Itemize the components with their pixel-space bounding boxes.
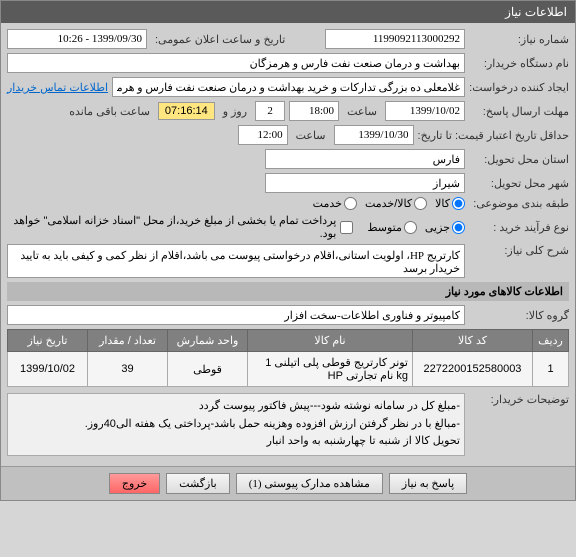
- th-date: تاریخ نیاز: [8, 330, 88, 352]
- cell-row: 1: [533, 352, 569, 387]
- notes-label: توضیحات خریدار:: [469, 393, 569, 406]
- row-needno: شماره نیاز: تاریخ و ساعت اعلان عمومی:: [7, 29, 569, 49]
- keytitle-label: شرح کلی نیاز:: [469, 244, 569, 257]
- radio-goodservice[interactable]: کالا/خدمت: [365, 197, 427, 210]
- pubdate-label: تاریخ و ساعت اعلان عمومی:: [151, 33, 289, 46]
- row-city: شهر محل تحویل:: [7, 173, 569, 193]
- contact-link[interactable]: اطلاعات تماس خریدار: [7, 81, 108, 94]
- cell-name: تونر کارتریج قوطی پلی اتیلنی 1 kg نام تج…: [248, 352, 413, 387]
- deadline-time-input: [289, 101, 339, 121]
- th-qty: تعداد / مقدار: [88, 330, 168, 352]
- note-line-3: تحویل کالا از شنبه تا چهارشنبه به واحد ا…: [12, 433, 460, 451]
- radio-goods-input[interactable]: [452, 197, 465, 210]
- items-section-header: اطلاعات کالاهای مورد نیاز: [7, 282, 569, 301]
- radio-goods[interactable]: کالا: [435, 197, 465, 210]
- th-code: کد کالا: [413, 330, 533, 352]
- radio-service-input[interactable]: [344, 197, 357, 210]
- items-table: ردیف کد کالا نام کالا واحد شمارش تعداد /…: [7, 329, 569, 387]
- row-process: نوع فرآیند خرید : جزیی متوسط پرداخت تمام…: [7, 214, 569, 240]
- payment-note: پرداخت تمام یا بخشی از مبلغ خرید،از محل …: [7, 214, 336, 240]
- button-bar: پاسخ به نیاز مشاهده مدارک پیوستی (1) باز…: [1, 466, 575, 500]
- countdown: 07:16:14: [158, 102, 215, 120]
- th-row: ردیف: [533, 330, 569, 352]
- creator-label: ایجاد کننده درخواست:: [469, 81, 569, 94]
- radio-mid-label: متوسط: [367, 221, 402, 234]
- validity-label: حداقل تاریخ اعتبار قیمت: تا تاریخ:: [418, 129, 569, 142]
- creator-input: [112, 77, 465, 97]
- radio-low-input[interactable]: [452, 221, 465, 234]
- payment-checkbox[interactable]: پرداخت تمام یا بخشی از مبلغ خرید،از محل …: [7, 214, 353, 240]
- th-unit: واحد شمارش: [168, 330, 248, 352]
- group-label: گروه کالا:: [469, 309, 569, 322]
- deadline-label: مهلت ارسال پاسخ:: [469, 105, 569, 118]
- th-name: نام کالا: [248, 330, 413, 352]
- days-label: روز و: [219, 105, 251, 118]
- radio-low-label: جزیی: [425, 221, 450, 234]
- radio-goods-label: کالا: [435, 197, 450, 210]
- row-deadline: مهلت ارسال پاسخ: ساعت روز و 07:16:14 ساع…: [7, 101, 569, 121]
- exit-button[interactable]: خروج: [109, 473, 160, 494]
- validity-time-input: [238, 125, 288, 145]
- reply-button[interactable]: پاسخ به نیاز: [389, 473, 467, 494]
- needno-input: [325, 29, 465, 49]
- category-label: طبقه بندی موضوعی:: [469, 197, 569, 210]
- buyer-notes: -مبلغ کل در سامانه نوشته شود---پیش فاکتو…: [7, 393, 465, 456]
- table-header-row: ردیف کد کالا نام کالا واحد شمارش تعداد /…: [8, 330, 569, 352]
- deadline-time-label: ساعت: [343, 105, 381, 118]
- validity-time-label: ساعت: [292, 129, 330, 142]
- back-button[interactable]: بازگشت: [166, 473, 230, 494]
- row-notes: توضیحات خریدار: -مبلغ کل در سامانه نوشته…: [7, 393, 569, 456]
- remaining-label: ساعت باقی مانده: [65, 105, 154, 118]
- payment-checkbox-input[interactable]: [340, 221, 353, 234]
- buyer-input: [7, 53, 465, 73]
- keytitle-textarea: [7, 244, 465, 278]
- table-row: 1 2272200152580003 تونر کارتریج قوطی پلی…: [8, 352, 569, 387]
- cell-code: 2272200152580003: [413, 352, 533, 387]
- province-label: استان محل تحویل:: [469, 153, 569, 166]
- days-input: [255, 101, 285, 121]
- city-label: شهر محل تحویل:: [469, 177, 569, 190]
- radio-goodservice-input[interactable]: [414, 197, 427, 210]
- process-label: نوع فرآیند خرید :: [469, 221, 569, 234]
- province-input: [265, 149, 465, 169]
- main-window: اطلاعات نیاز شماره نیاز: تاریخ و ساعت اع…: [0, 0, 576, 501]
- cell-unit: قوطی: [168, 352, 248, 387]
- group-input: [7, 305, 465, 325]
- radio-mid-input[interactable]: [404, 221, 417, 234]
- pubdate-input: [7, 29, 147, 49]
- row-validity: حداقل تاریخ اعتبار قیمت: تا تاریخ: ساعت: [7, 125, 569, 145]
- cell-date: 1399/10/02: [8, 352, 88, 387]
- note-line-2: -مبالغ با در نظر گرفتن ارزش افزوده وهزین…: [12, 416, 460, 434]
- radio-service-label: خدمت: [313, 197, 342, 210]
- radio-mid[interactable]: متوسط: [367, 221, 417, 234]
- city-input: [265, 173, 465, 193]
- deadline-date-input: [385, 101, 465, 121]
- row-buyer: نام دستگاه خریدار:: [7, 53, 569, 73]
- radio-low[interactable]: جزیی: [425, 221, 465, 234]
- note-line-1: -مبلغ کل در سامانه نوشته شود---پیش فاکتو…: [12, 398, 460, 416]
- radio-goodservice-label: کالا/خدمت: [365, 197, 412, 210]
- validity-date-input: [334, 125, 414, 145]
- row-keytitle: شرح کلی نیاز:: [7, 244, 569, 278]
- category-radios: کالا کالا/خدمت خدمت: [313, 197, 465, 210]
- window-title: اطلاعات نیاز: [505, 5, 567, 19]
- row-group: گروه کالا:: [7, 305, 569, 325]
- title-bar: اطلاعات نیاز: [1, 1, 575, 23]
- row-creator: ایجاد کننده درخواست: اطلاعات تماس خریدار: [7, 77, 569, 97]
- needno-label: شماره نیاز:: [469, 33, 569, 46]
- buyer-label: نام دستگاه خریدار:: [469, 57, 569, 70]
- process-radios: جزیی متوسط: [367, 221, 465, 234]
- cell-qty: 39: [88, 352, 168, 387]
- radio-service[interactable]: خدمت: [313, 197, 357, 210]
- attachments-button[interactable]: مشاهده مدارک پیوستی (1): [236, 473, 383, 494]
- row-category: طبقه بندی موضوعی: کالا کالا/خدمت خدمت: [7, 197, 569, 210]
- content-area: شماره نیاز: تاریخ و ساعت اعلان عمومی: نا…: [1, 23, 575, 466]
- row-province: استان محل تحویل:: [7, 149, 569, 169]
